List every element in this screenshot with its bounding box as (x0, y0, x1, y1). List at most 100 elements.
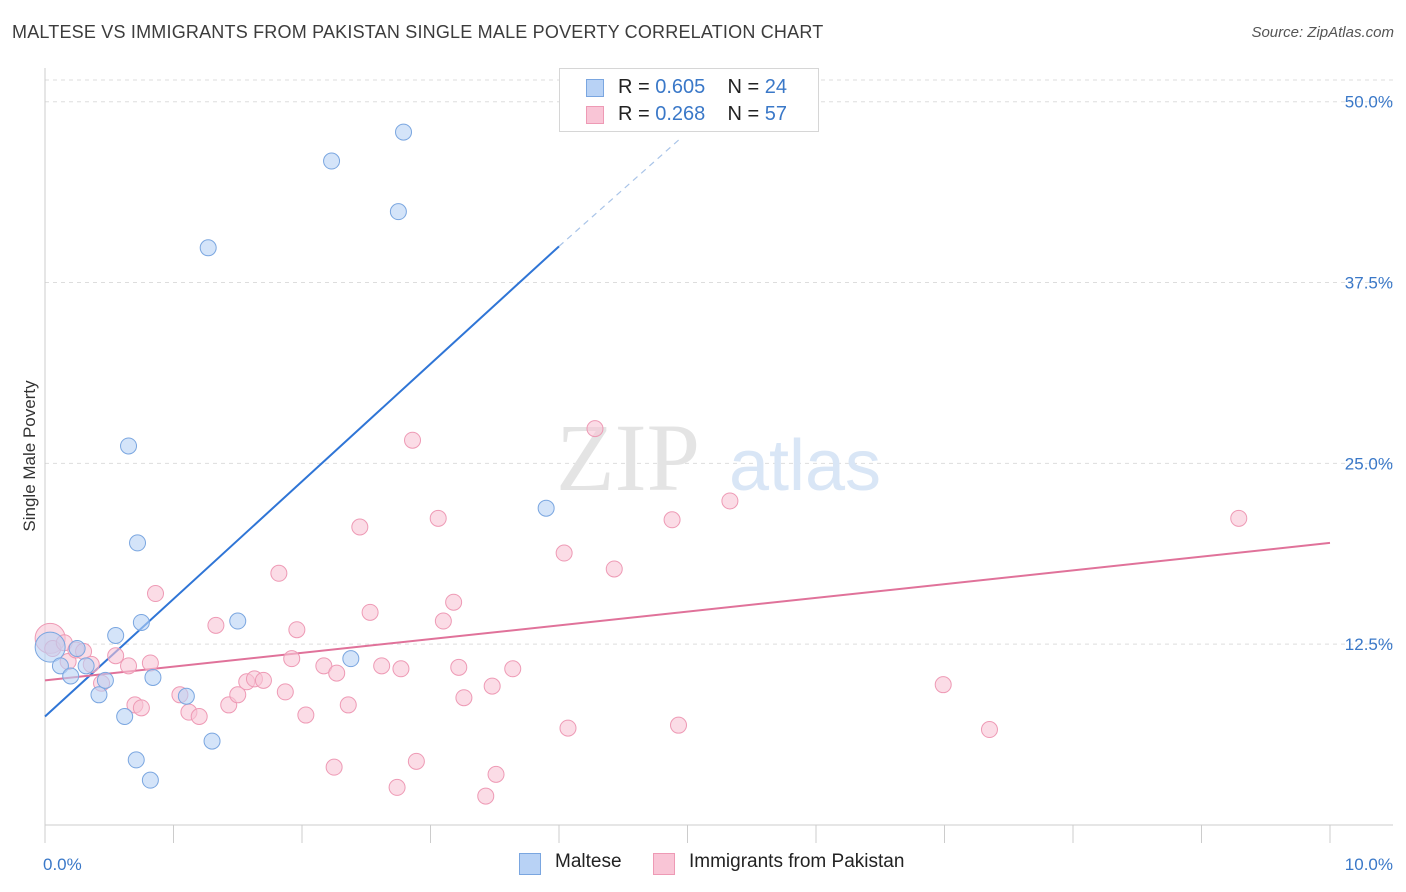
pakistan-point (477, 787, 495, 805)
maltese-point (116, 708, 134, 726)
pakistan-point (328, 664, 346, 682)
pakistan-point (339, 696, 357, 714)
maltese-point (342, 650, 360, 668)
y-axis-label: Single Male Poverty (20, 380, 39, 532)
maltese-point (51, 657, 69, 675)
pakistan-point (132, 699, 150, 717)
y-tick-label: 50.0% (1345, 93, 1393, 112)
pakistan-point (351, 518, 369, 536)
pakistan-point (586, 420, 604, 438)
stats-legend: R = 0.605 N = 24 R = 0.268 N = 57 (559, 68, 819, 132)
pakistan-point (721, 492, 739, 510)
maltese-point (537, 499, 555, 517)
pakistan-trend-line (44, 541, 1331, 682)
x-tick-label: 0.0% (43, 855, 82, 874)
maltese-r-value: 0.605 (655, 76, 706, 98)
y-tick-label: 12.5% (1345, 635, 1393, 654)
maltese-point (68, 640, 86, 658)
pakistan-point (254, 671, 272, 689)
maltese-point (107, 626, 125, 644)
pakistan-point (980, 721, 998, 739)
pakistan-point (487, 765, 505, 783)
maltese-point (127, 751, 145, 769)
pakistan-point (297, 706, 315, 724)
maltese-point (229, 612, 247, 630)
pakistan-point (392, 660, 410, 678)
pakistan-point (407, 752, 425, 770)
watermark: ZIP atlas (556, 404, 881, 511)
maltese-n-value: 24 (764, 76, 788, 98)
x-tick-label: 10.0% (1345, 855, 1393, 874)
pakistan-legend-label: Immigrants from Pakistan (689, 851, 905, 872)
maltese-point (34, 631, 66, 663)
pakistan-point (107, 647, 125, 665)
pakistan-point (147, 585, 165, 603)
chart-title: MALTESE VS IMMIGRANTS FROM PAKISTAN SING… (12, 22, 824, 42)
pakistan-point (325, 758, 343, 776)
pakistan-point (315, 657, 333, 675)
y-tick-label: 25.0% (1345, 454, 1393, 473)
maltese-legend-label: Maltese (555, 851, 622, 872)
pakistan-point (361, 603, 379, 621)
pakistan-point (229, 686, 247, 704)
pakistan-point (434, 612, 452, 630)
trend-lines (44, 137, 1331, 718)
maltese-point (129, 534, 147, 552)
maltese-point (323, 152, 341, 170)
pakistan-point (270, 564, 288, 582)
grid-lines (45, 79, 1393, 645)
pakistan-swatch (586, 106, 604, 124)
maltese-point (132, 613, 150, 631)
maltese-point (120, 437, 138, 455)
pakistan-point (429, 509, 447, 527)
pakistan-point (288, 621, 306, 639)
pakistan-point (605, 560, 623, 578)
legend-r-label: R = (618, 76, 650, 98)
pakistan-point (388, 778, 406, 796)
pakistan-point (483, 677, 501, 695)
pakistan-point (445, 593, 463, 611)
watermark-zip: ZIP (556, 404, 700, 511)
legend-n-label: N = (727, 103, 760, 125)
maltese-trend-extension (558, 137, 682, 247)
maltese-point (96, 671, 114, 689)
pakistan-point (504, 660, 522, 678)
data-points (34, 123, 1248, 805)
pakistan-point (404, 431, 422, 449)
maltese-point (177, 687, 195, 705)
pakistan-point (555, 544, 573, 562)
axes (44, 68, 1393, 843)
watermark-atlas: atlas (729, 426, 881, 506)
maltese-point (199, 239, 217, 257)
y-tick-label: 37.5% (1345, 274, 1393, 293)
maltese-swatch (586, 79, 604, 97)
tick-labels: 12.5% 25.0% 37.5% 50.0% 0.0% 10.0% (43, 93, 1393, 874)
maltese-point (203, 732, 221, 750)
source-label: Source: ZipAtlas.com (1251, 24, 1394, 41)
maltese-trend-line (44, 245, 560, 718)
pakistan-point (276, 683, 294, 701)
pakistan-n-value: 57 (764, 103, 788, 125)
pakistan-point (663, 511, 681, 529)
pakistan-point (120, 657, 138, 675)
maltese-point (144, 668, 162, 686)
pakistan-point (450, 658, 468, 676)
pakistan-point (934, 676, 952, 694)
maltese-legend-swatch (519, 853, 541, 875)
pakistan-point (455, 689, 473, 707)
maltese-point (90, 686, 108, 704)
pakistan-r-value: 0.268 (655, 103, 706, 125)
maltese-point (62, 667, 80, 685)
pakistan-point (1230, 509, 1248, 527)
legend-r-label: R = (618, 103, 650, 125)
maltese-point (141, 771, 159, 789)
pakistan-point (670, 716, 688, 734)
pakistan-point (207, 616, 225, 634)
maltese-point (395, 123, 413, 141)
maltese-point (389, 203, 407, 221)
maltese-point (77, 657, 95, 675)
legend-n-label: N = (727, 76, 760, 98)
pakistan-point (373, 657, 391, 675)
pakistan-point (141, 654, 159, 672)
